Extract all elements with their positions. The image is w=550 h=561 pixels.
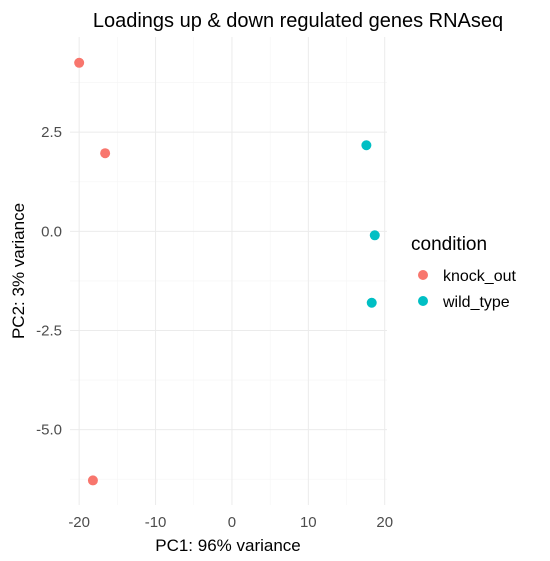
grid-lines xyxy=(70,37,387,505)
y-tick-label: -5.0 xyxy=(36,422,62,439)
data-points xyxy=(74,57,380,486)
legend-key-wild-type xyxy=(418,296,428,306)
y-tick-label: -2.5 xyxy=(36,322,62,339)
legend-label: wild_type xyxy=(442,294,510,311)
x-tick-label: -20 xyxy=(68,514,90,531)
y-axis-ticks: -5.0 -2.5 0.0 2.5 xyxy=(36,124,62,438)
chart-title: Loadings up & down regulated genes RNAse… xyxy=(93,10,503,32)
legend-title: condition xyxy=(411,234,487,255)
y-tick-label: 2.5 xyxy=(41,124,62,141)
x-axis-title: PC1: 96% variance xyxy=(155,536,301,555)
data-point-wild-type xyxy=(366,297,377,308)
x-tick-label: 0 xyxy=(228,514,236,531)
x-tick-label: -10 xyxy=(145,514,167,531)
legend: condition knock_out wild_type xyxy=(411,234,516,311)
legend-item-wild-type: wild_type xyxy=(418,294,510,311)
x-axis-ticks: -20 -10 0 10 20 xyxy=(68,514,393,531)
data-point-wild-type xyxy=(361,140,372,151)
x-tick-label: 10 xyxy=(300,514,317,531)
legend-items: knock_out wild_type xyxy=(418,268,516,311)
data-point-wild-type xyxy=(369,230,380,241)
legend-label: knock_out xyxy=(443,268,516,285)
x-tick-label: 20 xyxy=(376,514,393,531)
data-point-knock-out xyxy=(100,148,111,159)
data-point-knock-out xyxy=(74,57,85,68)
y-axis-title: PC2: 3% variance xyxy=(9,203,28,339)
data-point-knock-out xyxy=(87,475,98,486)
y-tick-label: 0.0 xyxy=(41,223,62,240)
legend-key-knock-out xyxy=(418,270,428,280)
legend-item-knock-out: knock_out xyxy=(418,268,516,285)
